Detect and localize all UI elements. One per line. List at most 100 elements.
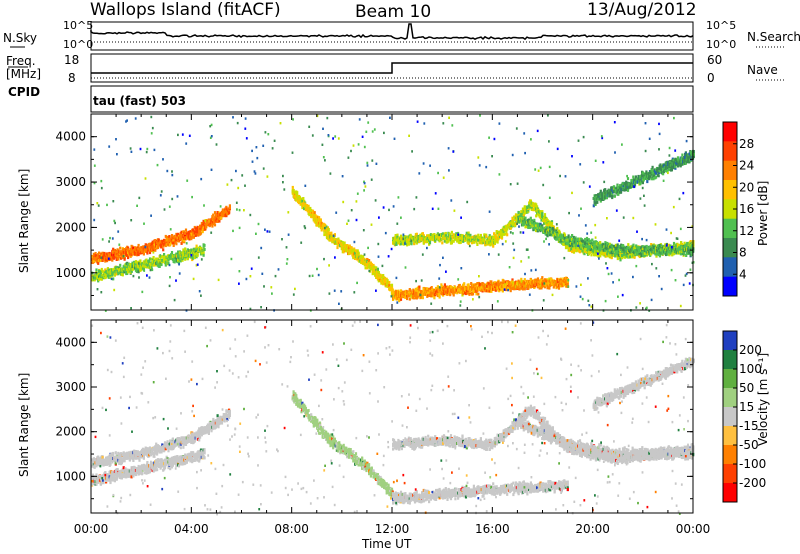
heatmap-cell — [522, 280, 525, 284]
heatmap-cell — [152, 256, 155, 259]
heatmap-cell — [222, 208, 225, 212]
heatmap-cell — [148, 242, 152, 246]
heatmap-cell — [543, 280, 547, 284]
heatmap-cell — [169, 237, 172, 241]
heatmap-cell — [546, 278, 549, 282]
heatmap-cell — [512, 220, 515, 224]
heatmap-cell — [99, 259, 102, 262]
heatmap-cell — [320, 228, 323, 232]
heatmap-cell — [616, 257, 619, 261]
heatmap-cell — [181, 240, 184, 244]
heatmap-cell — [224, 211, 227, 215]
heatmap-cell — [341, 241, 344, 245]
heatmap-cell — [520, 277, 523, 281]
heatmap-cell — [298, 195, 301, 199]
heatmap-cell — [170, 234, 174, 237]
heatmap-cell — [186, 257, 189, 261]
heatmap-cell — [100, 277, 103, 281]
heatmap-cell — [350, 246, 353, 250]
heatmap-cell — [513, 287, 516, 291]
heatmap-cell — [177, 232, 180, 236]
heatmap-cell — [559, 284, 562, 288]
heatmap-cell — [543, 285, 547, 289]
heatmap-cell — [103, 251, 106, 255]
heatmap-cell — [396, 233, 399, 237]
heatmap-cell — [119, 263, 122, 267]
heatmap-cell — [160, 263, 163, 267]
heatmap-cell — [115, 258, 118, 261]
freq-unit: [MHz] — [6, 67, 42, 81]
heatmap-cell — [409, 289, 412, 293]
heatmap-cell — [180, 241, 183, 245]
heatmap-cell — [552, 285, 555, 289]
date-title: 13/Aug/2012 — [587, 0, 697, 20]
heatmap-cell — [292, 188, 295, 192]
heatmap-cell — [194, 250, 197, 254]
heatmap-cell — [130, 248, 133, 252]
heatmap-cell — [192, 256, 195, 260]
heatmap-cell — [524, 211, 527, 214]
heatmap-cell — [177, 258, 180, 262]
heatmap-cell — [364, 266, 367, 270]
heatmap-cell — [444, 285, 447, 289]
heatmap-cell — [183, 239, 186, 243]
heatmap-cell — [360, 256, 363, 260]
heatmap-cell — [336, 246, 339, 250]
heatmap-cell — [167, 261, 170, 265]
heatmap-cell — [202, 245, 205, 249]
heatmap-cell — [478, 241, 482, 244]
heatmap-cell — [159, 261, 162, 265]
heatmap-cell — [523, 287, 526, 291]
heatmap-cell — [483, 238, 486, 242]
heatmap-cell — [431, 238, 434, 242]
heatmap-cell — [97, 261, 100, 265]
heatmap-cell — [319, 218, 322, 222]
heatmap-cell — [112, 277, 115, 281]
heatmap-cell — [395, 241, 398, 245]
heatmap-cell — [477, 292, 480, 296]
heatmap-cell — [376, 277, 379, 281]
heatmap-cell — [535, 203, 538, 207]
heatmap-cell — [567, 248, 570, 252]
heatmap-cell — [417, 234, 420, 238]
heatmap-cell — [157, 238, 160, 242]
heatmap-cell — [464, 292, 468, 296]
heatmap-cell — [438, 239, 441, 243]
heatmap-cell — [527, 286, 530, 290]
heatmap-cell — [522, 214, 525, 218]
heatmap-cell — [181, 258, 184, 262]
heatmap-cell — [145, 243, 148, 247]
heatmap-cell — [195, 244, 198, 248]
heatmap-cell — [540, 278, 543, 282]
heatmap-cell — [564, 281, 568, 285]
heatmap-cell — [93, 278, 96, 282]
heatmap-cell — [520, 213, 523, 216]
heatmap-cell — [377, 279, 380, 283]
heatmap-cell — [228, 206, 231, 210]
heatmap-cell — [421, 232, 424, 236]
heatmap-cell — [199, 247, 203, 250]
heatmap-cell — [433, 296, 436, 300]
heatmap-cell — [177, 261, 181, 265]
heatmap-cell — [399, 297, 403, 301]
heatmap-cell — [462, 286, 465, 290]
heatmap-cell — [475, 240, 478, 244]
heatmap-cell — [496, 230, 499, 234]
heatmap-cell — [408, 297, 411, 301]
nave-tick-low: 0 — [707, 71, 715, 85]
heatmap-cell — [687, 242, 690, 245]
heatmap-cell — [330, 231, 333, 235]
heatmap-cell — [337, 237, 340, 241]
heatmap-cell — [558, 231, 561, 235]
heatmap-cell — [509, 289, 512, 293]
heatmap-cell — [541, 276, 544, 280]
heatmap-cell — [135, 270, 138, 273]
heatmap-cell — [421, 296, 424, 300]
heatmap-cell — [303, 199, 306, 203]
nsearch-tick-high: 10^5 — [706, 19, 737, 32]
heatmap-cell — [184, 257, 187, 261]
heatmap-cell — [485, 235, 488, 238]
heatmap-cell — [291, 185, 294, 189]
heatmap-cell — [466, 291, 469, 295]
heatmap-cell — [437, 293, 440, 297]
